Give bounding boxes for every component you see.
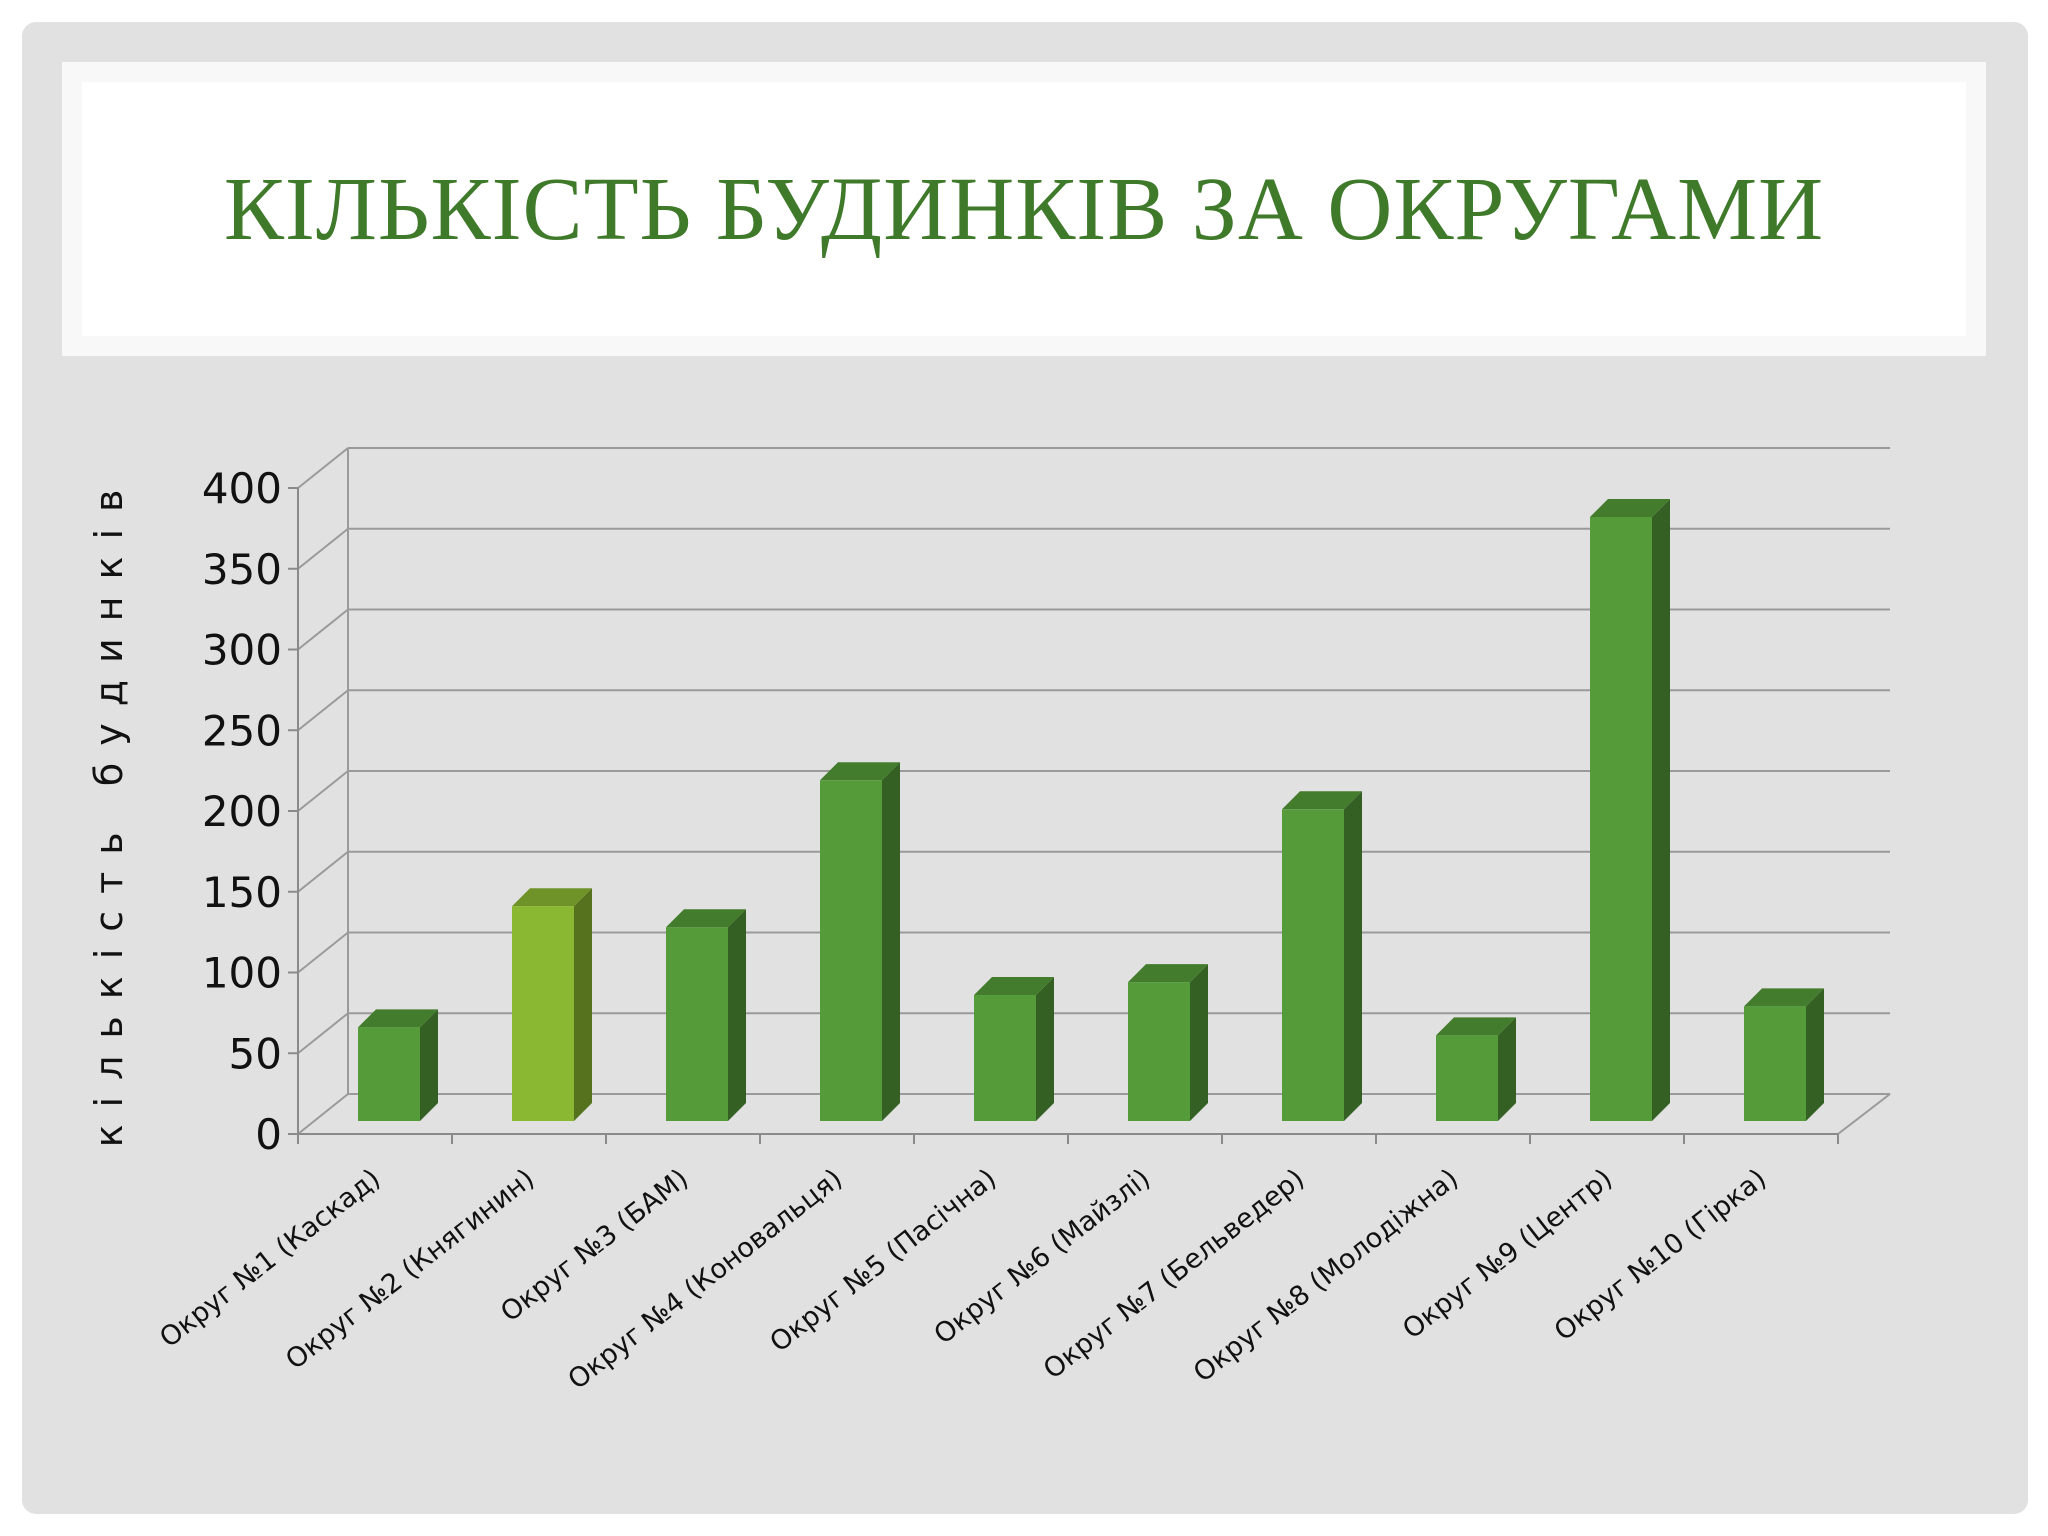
- category-label: Округ №7 (Бельведер): [1038, 1163, 1311, 1385]
- y-tick-label: 200: [202, 787, 282, 836]
- bar: [358, 1009, 438, 1121]
- category-labels: Округ №1 (Каскад)Округ №2 (Княгинин)Окру…: [154, 1163, 1772, 1396]
- bar: [1436, 1017, 1516, 1121]
- bar: [1744, 988, 1824, 1121]
- bar-front: [358, 1027, 420, 1121]
- bar-side: [1498, 1017, 1516, 1121]
- bar-top: [666, 909, 746, 928]
- bar-side: [882, 762, 900, 1121]
- bar-side: [1190, 964, 1208, 1121]
- bar: [1128, 964, 1208, 1121]
- gridline-depth: [297, 447, 349, 489]
- y-axis-title: кількість будинків: [87, 473, 131, 1148]
- gridline-depth: [297, 689, 349, 732]
- bar: [512, 888, 592, 1121]
- bar-front: [974, 995, 1036, 1121]
- gridline-depth: [297, 850, 349, 893]
- bar-side: [1344, 791, 1362, 1121]
- category-label: Округ №4 (Коновальця): [563, 1163, 849, 1396]
- y-tick-label: 100: [202, 949, 282, 998]
- bar-front: [820, 780, 882, 1121]
- y-tick-label: 350: [202, 545, 282, 594]
- gridline-depth: [297, 770, 349, 812]
- bar-top: [1282, 791, 1362, 810]
- y-tick-label: 150: [202, 868, 282, 917]
- y-tick-label: 400: [202, 464, 282, 513]
- y-tick-label: 50: [229, 1029, 282, 1078]
- gridline-depth: [297, 1012, 349, 1055]
- gridline-depth: [297, 527, 349, 570]
- bars: [358, 498, 1824, 1121]
- gridline-depth: [297, 1093, 349, 1135]
- bar-front: [512, 906, 574, 1121]
- bar-side: [1652, 498, 1670, 1121]
- bar-side: [1036, 977, 1054, 1121]
- floor-edge: [1837, 1093, 1891, 1135]
- x-axis: [297, 1133, 1839, 1144]
- title-panel: КІЛЬКІСТЬ БУДИНКІВ ЗА ОКРУГАМИ: [82, 82, 1966, 336]
- bar-front: [1128, 982, 1190, 1121]
- bar-front: [666, 927, 728, 1121]
- bar-top: [1590, 498, 1670, 517]
- title-frame: КІЛЬКІСТЬ БУДИНКІВ ЗА ОКРУГАМИ: [62, 62, 1986, 356]
- bar-front: [1436, 1035, 1498, 1121]
- bar-side: [728, 909, 746, 1121]
- y-tick-label: 300: [202, 626, 282, 675]
- bar-top: [1436, 1017, 1516, 1036]
- bar: [666, 909, 746, 1121]
- page-title: КІЛЬКІСТЬ БУДИНКІВ ЗА ОКРУГАМИ: [223, 159, 1825, 259]
- bar-front: [1744, 1006, 1806, 1121]
- category-label: Округ №8 (Молодіжна): [1188, 1163, 1464, 1389]
- gridline-depth: [297, 608, 349, 651]
- bar-front: [1590, 516, 1652, 1121]
- bar-top: [820, 762, 900, 781]
- bar-top: [1128, 964, 1208, 983]
- bar-side: [420, 1009, 438, 1121]
- bar: [974, 977, 1054, 1121]
- bar-front: [1282, 809, 1344, 1121]
- category-label: Округ №2 (Княгинин): [280, 1163, 540, 1376]
- y-tick-label: 0: [255, 1110, 282, 1159]
- y-axis: 0 50 100 150 200 250 300 350 400: [202, 464, 299, 1159]
- y-tick-label: 250: [202, 706, 282, 755]
- bar: [1590, 498, 1670, 1121]
- bar-top: [1744, 988, 1824, 1007]
- gridline-depth: [297, 931, 349, 974]
- bar-side: [1806, 988, 1824, 1121]
- bar: [820, 762, 900, 1121]
- bar-top: [974, 977, 1054, 996]
- bar-top: [512, 888, 592, 907]
- bar-side: [574, 888, 592, 1121]
- bar: [1282, 791, 1362, 1121]
- bar-top: [358, 1009, 438, 1028]
